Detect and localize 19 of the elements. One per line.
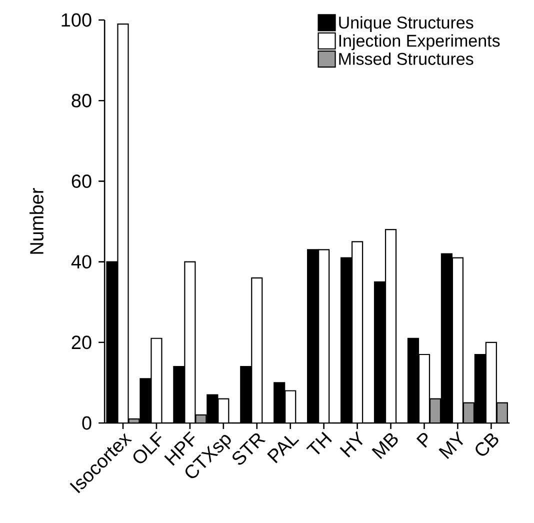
y-tick-label: 0: [82, 416, 92, 430]
y-tick-label: 40: [71, 255, 92, 269]
y-tick-label: 20: [72, 336, 92, 350]
x-tick-label: OLF: [133, 431, 162, 464]
y-tick-label: 80: [72, 94, 92, 108]
x-tick-label: CB: [476, 433, 498, 456]
y-tick-label: 60: [72, 174, 92, 188]
legend-label: Missed Structures: [339, 52, 474, 65]
x-tick-label: STR: [232, 433, 266, 465]
x-tick-label: TH: [306, 432, 332, 454]
x-tick-label: MY: [438, 431, 464, 459]
x-tick-label: MB: [372, 433, 398, 459]
legend-label: Unique Structures: [339, 16, 474, 32]
x-tick-label: HY: [340, 431, 363, 458]
x-tick-label: PAL: [267, 436, 300, 464]
y-tick-label: 100: [62, 13, 92, 27]
x-tick-label: P: [416, 432, 428, 448]
legend-label: Injection Experiments: [339, 34, 500, 50]
y-axis-title: Number: [30, 188, 44, 254]
